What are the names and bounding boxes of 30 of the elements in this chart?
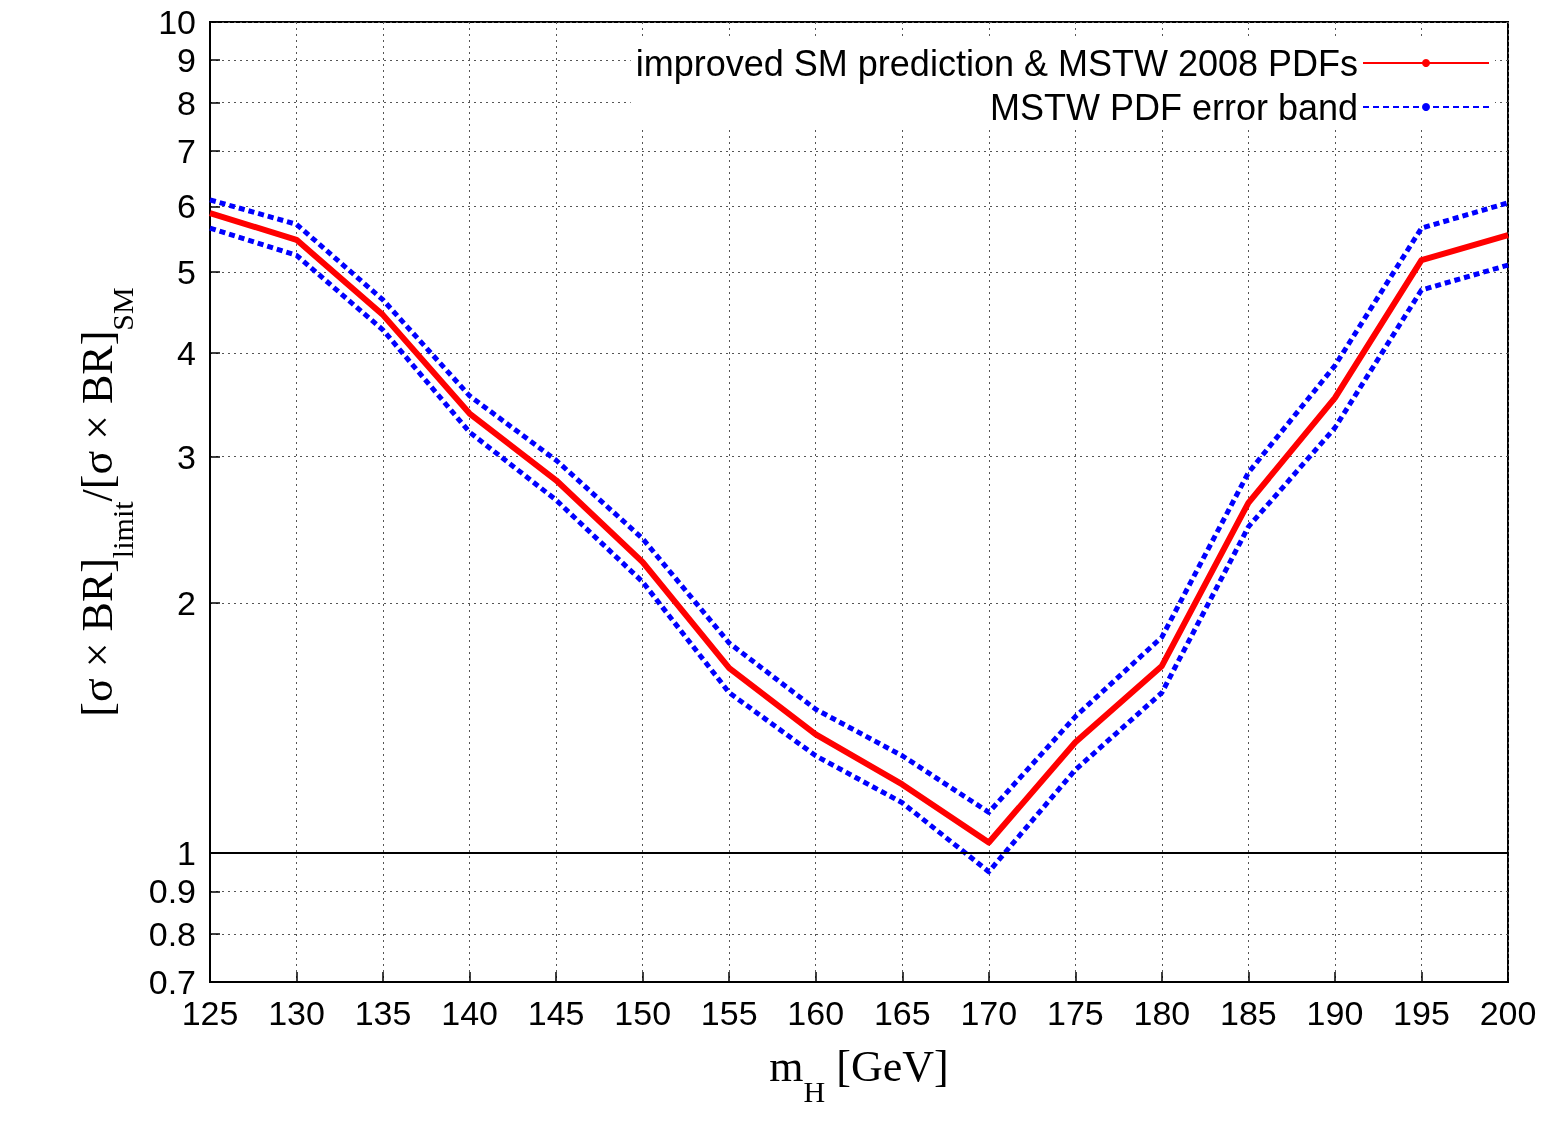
y-tick-label: 10 xyxy=(158,3,196,41)
x-tick-label: 150 xyxy=(614,994,672,1032)
legend-label: improved SM prediction & MSTW 2008 PDFs xyxy=(635,42,1358,84)
y-tick-label: 7 xyxy=(177,131,196,170)
y-tick-label: 4 xyxy=(177,333,196,372)
x-tick-label: 195 xyxy=(1393,994,1450,1032)
y-tick-label: 1 xyxy=(177,834,196,873)
x-tick-label: 170 xyxy=(960,994,1018,1032)
y-tick-label: 2 xyxy=(177,584,196,623)
y-tick-label: 0.9 xyxy=(148,872,196,911)
x-tick-label: 135 xyxy=(354,994,412,1032)
y-axis-title: [σ × BR]limit/[σ × BR]SM xyxy=(73,287,140,717)
y-tick-label: 5 xyxy=(177,253,196,292)
y-tick-label: 0.8 xyxy=(148,914,196,953)
x-tick-label: 165 xyxy=(873,994,931,1032)
x-tick-label: 130 xyxy=(268,994,325,1032)
x-tick-label: 190 xyxy=(1306,994,1364,1032)
x-tick-label: 140 xyxy=(441,994,498,1032)
y-tick-label: 6 xyxy=(177,187,196,226)
y-tick-label: 8 xyxy=(177,83,196,122)
x-tick-label: 145 xyxy=(527,994,585,1032)
x-tick-label: 185 xyxy=(1220,994,1277,1032)
y-tick-label: 3 xyxy=(177,437,196,476)
x-tick-label: 200 xyxy=(1479,994,1537,1032)
x-tick-label: 175 xyxy=(1046,994,1104,1032)
x-tick-label: 155 xyxy=(700,994,758,1032)
x-tick-label: 180 xyxy=(1133,994,1191,1032)
x-tick-label: 160 xyxy=(787,994,845,1032)
y-tick-label: 9 xyxy=(177,41,196,80)
legend-label: MSTW PDF error band xyxy=(989,86,1358,128)
